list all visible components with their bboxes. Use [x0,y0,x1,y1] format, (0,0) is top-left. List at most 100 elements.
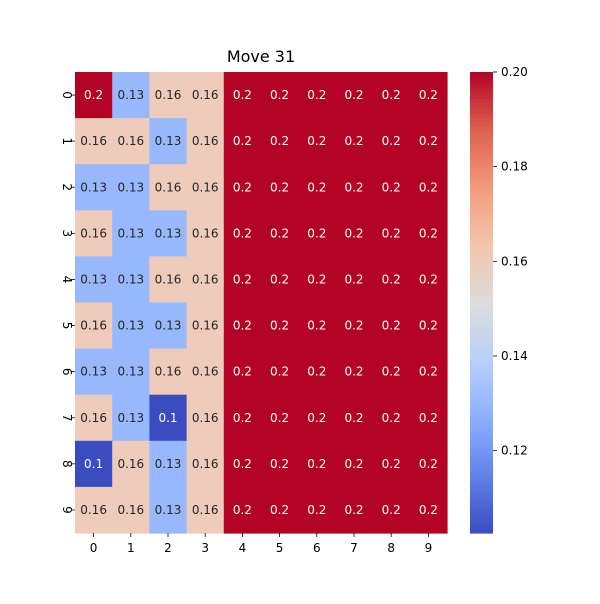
heatmap-cell [409,210,448,257]
heatmap-cell [372,394,411,442]
cell-value-label: 0.2 [233,88,252,102]
x-tick-label: 2 [164,541,172,555]
x-tick-label: 5 [276,541,284,555]
x-tick-label: 4 [239,541,247,555]
heatmap-cell [223,256,262,304]
colorbar-segment [470,187,493,192]
colorbar-segment [470,244,493,250]
cell-value-label: 0.13 [155,134,182,148]
colorbar-segment [470,171,493,177]
cell-value-label: 0.13 [117,365,144,379]
colorbar-segment [470,194,493,200]
colorbar-segment [470,417,493,423]
cell-value-label: 0.2 [419,88,438,102]
colorbar-segment [470,460,493,465]
cell-value-label: 0.16 [192,411,219,425]
cell-value-label: 0.2 [84,88,103,102]
cell-value-label: 0.16 [192,180,219,194]
colorbar-tick-label: 0.20 [501,65,528,79]
cell-value-label: 0.2 [419,319,438,333]
cell-value-label: 0.16 [192,319,219,333]
colorbar-segment [470,421,493,427]
colorbar-segment [470,513,493,519]
colorbar-segment [470,287,493,292]
cell-value-label: 0.2 [382,365,401,379]
cell-value-label: 0.2 [270,503,289,517]
cell-value-label: 0.2 [233,226,252,240]
colorbar-segment [470,314,493,319]
cell-value-label: 0.2 [344,319,363,333]
colorbar-segment [470,129,493,135]
cell-value-label: 0.2 [307,180,326,194]
cell-value-label: 0.2 [419,457,438,471]
cell-value-label: 0.2 [344,88,363,102]
cell-value-label: 0.2 [382,180,401,194]
cell-value-label: 0.2 [233,365,252,379]
heatmap-cell [335,440,374,488]
heatmap-cell [112,486,150,534]
cell-value-label: 0.1 [84,457,103,471]
colorbar-segment [470,164,493,169]
cell-value-label: 0.2 [344,134,363,148]
x-tick-label: 0 [90,541,98,555]
cell-value-label: 0.16 [192,134,219,148]
heatmap-cell [372,210,411,257]
colorbar-segment [470,398,493,403]
colorbar-segment [470,152,493,158]
heatmap-cell [261,348,299,396]
cell-value-label: 0.2 [382,88,401,102]
colorbar-segment [470,141,493,146]
heatmap-cell [298,348,336,396]
heatmap-cell [186,348,225,396]
colorbar-segment [470,433,493,438]
heatmap-cell [75,118,113,165]
cell-value-label: 0.13 [155,503,182,517]
y-axis: 0 1 2 3 4 5 6 7 8 9 [60,91,75,514]
heatmap-cell [372,256,411,304]
colorbar-segment [470,91,493,96]
heatmap-cell [112,302,150,350]
colorbar-segment [470,525,493,530]
colorbar-segment [470,521,493,526]
colorbar-segment [470,410,493,415]
cell-value-label: 0.13 [117,226,144,240]
heatmap-cell [149,348,188,396]
y-tick-label: 4 [60,276,74,284]
heatmap-cell [261,256,299,304]
colorbar: 0.12 0.14 0.16 0.18 0.20 [470,65,528,534]
cell-value-label: 0.16 [80,134,107,148]
heatmap-cell [261,486,299,534]
colorbar-segment [470,121,493,127]
heatmap-cell [112,348,150,396]
cell-value-label: 0.2 [344,272,363,286]
cell-value-label: 0.2 [233,272,252,286]
colorbar-segment [470,344,493,350]
cell-value-label: 0.2 [419,503,438,517]
cell-value-label: 0.2 [233,503,252,517]
heatmap-cell [223,72,262,119]
cell-value-label: 0.2 [233,411,252,425]
cell-value-label: 0.13 [80,272,107,286]
y-tick-label: 5 [60,322,74,330]
colorbar-segment [470,352,493,357]
heatmap-cell [112,118,150,165]
heatmap-cell [409,72,448,119]
cell-value-label: 0.2 [270,226,289,240]
colorbar-segment [470,225,493,231]
cell-value-label: 0.2 [382,503,401,517]
heatmap-cell [112,164,150,211]
colorbar-segment [470,452,493,457]
colorbar-segment [470,436,493,442]
colorbar-segment [470,264,493,269]
colorbar-segment [470,229,493,234]
y-tick-label: 6 [60,368,74,376]
colorbar-tick-label: 0.16 [501,254,528,268]
cell-value-label: 0.13 [155,226,182,240]
heatmap-cell [75,164,113,211]
heatmap-cell [335,118,374,165]
colorbar-segment [470,375,493,380]
cell-value-label: 0.16 [192,272,219,286]
heatmap-cell [75,302,113,350]
colorbar-segment [470,133,493,138]
heatmap-cells: 0.2 0.13 0.16 0.16 0.2 0.2 0.2 0.2 0.2 0.2 0.16 0.1… [75,72,448,534]
